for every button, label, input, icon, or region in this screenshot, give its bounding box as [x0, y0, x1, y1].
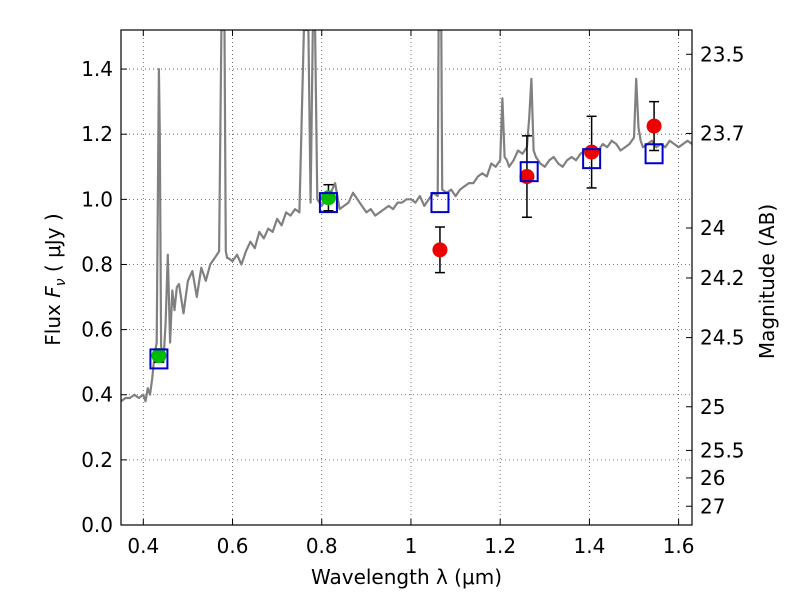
x-tick-label: 1.4 [573, 534, 605, 558]
right-tick-label: 25 [700, 395, 725, 419]
grid-lines [121, 30, 692, 526]
observed-red-point [432, 242, 448, 258]
x-tick-label: 0.4 [127, 534, 159, 558]
right-tick-label: 25.5 [700, 438, 745, 462]
model-square [430, 192, 450, 214]
right-tick-label: 24.5 [700, 326, 745, 350]
y-tick-label: 0.2 [81, 448, 113, 472]
y-tick-label: 0.6 [81, 318, 113, 342]
model-squares [149, 143, 664, 370]
x-tick-label: 1 [405, 534, 418, 558]
observed-green-point [151, 348, 167, 364]
y-tick-label: 0.8 [81, 252, 113, 276]
model-square [149, 348, 169, 370]
axis-ticks [121, 30, 692, 526]
y-tick-label: 1.4 [81, 57, 113, 81]
y-tick-label: 1.0 [81, 187, 113, 211]
x-tick-label: 0.8 [306, 534, 338, 558]
right-axis-label: Magnitude (AB) [755, 204, 779, 359]
model-square [582, 148, 602, 170]
x-axis-label: Wavelength λ (μm) [311, 565, 502, 589]
x-tick-label: 1.6 [663, 534, 695, 558]
y-tick-label: 0.0 [81, 513, 113, 537]
right-tick-label: 23.5 [700, 42, 745, 66]
right-tick-label: 24 [700, 216, 725, 240]
right-tick-label: 26 [700, 466, 725, 490]
observed-red-point [646, 118, 662, 134]
x-tick-label: 0.6 [217, 534, 249, 558]
right-tick-label: 23.7 [700, 121, 745, 145]
right-tick-label: 24.2 [700, 266, 745, 290]
x-tick-label: 1.2 [484, 534, 516, 558]
model-square [519, 161, 539, 183]
tick-labels: 0.4 0.6 0.8 1 1.2 1.4 1.6 0.0 0.2 0.4 0.6 0.8 1.0 1.2… [81, 42, 744, 558]
y-axis-label: Flux Fν ( μJy ) [41, 213, 69, 345]
y-tick-label: 0.4 [81, 383, 113, 407]
model-square [318, 192, 338, 214]
y-tick-label: 1.2 [81, 122, 113, 146]
model-square [644, 143, 664, 165]
right-tick-label: 27 [700, 494, 725, 518]
observed-red-point [584, 144, 600, 160]
